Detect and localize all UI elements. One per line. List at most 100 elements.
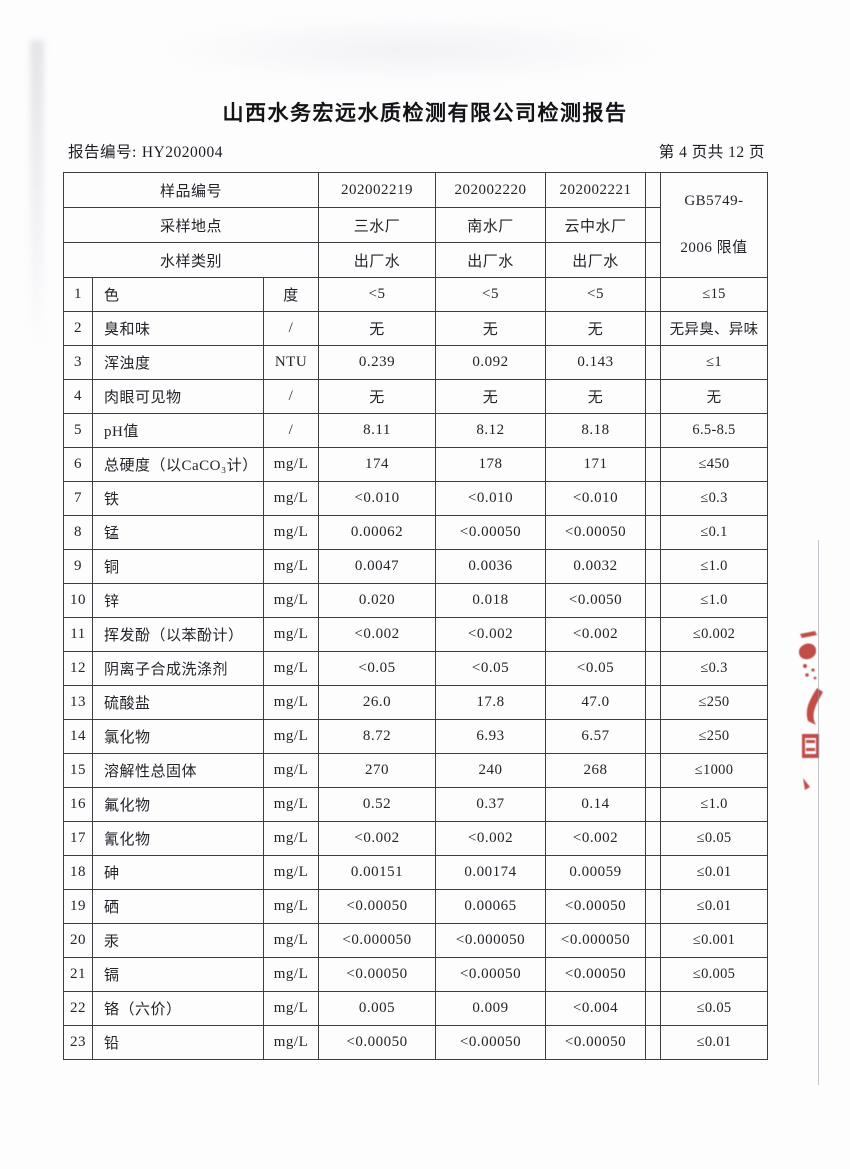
sample2-value: <0.05 (435, 651, 547, 686)
sample2-value: 17.8 (435, 685, 547, 720)
param-unit: mg/L (262, 651, 320, 686)
param-name: 氯化物 (92, 719, 264, 754)
sample1-value: 270 (318, 753, 437, 788)
param-unit: / (262, 379, 320, 414)
row-number: 5 (63, 413, 93, 448)
row-number: 15 (63, 753, 93, 788)
param-name: pH值 (92, 413, 264, 448)
gap-cell (645, 1025, 662, 1060)
sample2-value: 6.93 (435, 719, 547, 754)
gap-cell (645, 991, 662, 1026)
param-name: 色 (92, 277, 264, 312)
sample3-value: <0.00050 (545, 1025, 647, 1060)
table-row: 21 镉 mg/L <0.00050 <0.00050 <0.00050 ≤0.005 (63, 957, 769, 992)
param-unit: mg/L (262, 957, 320, 992)
location-label: 采样地点 (62, 207, 320, 243)
gap-cell (645, 855, 662, 890)
gap-cell (645, 242, 662, 278)
sample1-value: 26.0 (318, 685, 437, 720)
sample1-value: <0.002 (318, 821, 437, 856)
sample3-value: <0.0050 (545, 583, 647, 618)
limit-value: ≤1.0 (660, 583, 769, 618)
sample1-value: <0.00050 (318, 957, 437, 992)
limit-value: 6.5-8.5 (660, 413, 769, 448)
sample2-value: <5 (435, 277, 547, 312)
param-name: 总硬度（以CaCO₃计） (92, 447, 264, 482)
row-number: 3 (63, 345, 93, 380)
sample3-value: 无 (545, 379, 647, 414)
row-number: 14 (63, 719, 93, 754)
limit-value: 无 (660, 379, 769, 414)
table-body: 1 色度 <5 <5 <5 ≤15 2 臭和味 / 无无无无异臭、异味 3 浑浊度 NTU 0.239 0.… (63, 277, 769, 1060)
param-name: 肉眼可见物 (92, 379, 264, 414)
table-row: 16 氟化物 mg/L 0.52 0.37 0.14 ≤1.0 (63, 787, 769, 822)
row-number: 9 (63, 549, 93, 584)
sample1-value: <0.002 (318, 617, 437, 652)
param-name: 氰化物 (92, 821, 264, 856)
limit-value: ≤0.1 (660, 515, 769, 550)
sample2-value: <0.00050 (435, 957, 547, 992)
param-name: 阴离子合成洗涤剂 (92, 651, 264, 686)
param-name: 铜 (92, 549, 264, 584)
sample3-value: <0.002 (545, 617, 647, 652)
limit-value: ≤0.01 (660, 889, 769, 924)
sample3-value: <0.010 (545, 481, 647, 516)
table-row: 8 锰 mg/L 0.00062 <0.00050 <0.00050 ≤0.1 (63, 515, 769, 550)
sample-type-1: 出厂水 (318, 242, 437, 278)
page-title: 山西水务宏远水质检测有限公司检测报告 (222, 102, 628, 125)
sample3-value: 0.143 (545, 345, 647, 380)
sample3-value: <0.004 (545, 991, 647, 1026)
sample2-value: 0.018 (435, 583, 547, 618)
table-row: 11 挥发酚（以苯酚计） mg/L <0.002 <0.002 <0.002 ≤0.002 (63, 617, 769, 652)
param-unit: NTU (262, 345, 320, 380)
param-unit: mg/L (262, 923, 320, 958)
row-number: 4 (63, 379, 93, 414)
table-row-sample-id: 样品编号 202002219 202002220 202002221 GB574… (62, 172, 769, 278)
param-name: 铬（六价） (92, 991, 264, 1026)
param-unit: mg/L (262, 583, 320, 618)
row-number: 19 (63, 889, 93, 924)
sample1-value: 0.00151 (318, 855, 437, 890)
table-row-sample-type: 水样类别 出厂水 出厂水 出厂水 (62, 242, 768, 278)
param-name: 浑浊度 (92, 345, 264, 380)
report-number-value: HY2020004 (141, 144, 223, 161)
param-unit: mg/L (262, 515, 320, 550)
report-meta-row: 报告编号: HY2020004 第 4 页共 12 页 (68, 143, 765, 163)
sample1-value: 0.0047 (318, 549, 437, 584)
row-number: 23 (63, 1025, 93, 1060)
sample1-value: 0.52 (318, 787, 437, 822)
sample1-value: <0.000050 (318, 923, 437, 958)
report-number: 报告编号: HY2020004 (68, 143, 223, 163)
sample-type-2: 出厂水 (435, 242, 547, 278)
sample2-value: 0.00065 (435, 889, 547, 924)
sample2-value: 0.00174 (435, 855, 547, 890)
gap-cell (645, 685, 662, 720)
limit-value: ≤0.05 (660, 991, 769, 1026)
sample2-value: 178 (435, 447, 547, 482)
sample1-value: <0.00050 (318, 889, 437, 924)
gap-cell (645, 277, 662, 312)
table-row: 15 溶解性总固体 mg/L 270 240 268 ≤1000 (63, 753, 769, 788)
gap-cell (645, 207, 662, 243)
param-unit: mg/L (262, 617, 320, 652)
param-name: 铅 (92, 1025, 264, 1060)
gap-cell (645, 617, 662, 652)
param-name: 锌 (92, 583, 264, 618)
sample3-value: 无 (545, 311, 647, 346)
table-row: 4 肉眼可见物 / 无无无无 (63, 379, 769, 414)
limit-value: ≤0.3 (660, 481, 769, 516)
sample2-value: <0.002 (435, 821, 547, 856)
table-row: 20 汞 mg/L <0.000050 <0.000050 <0.000050 ≤0.001 (63, 923, 769, 958)
sample2-value: 0.0036 (435, 549, 547, 584)
limit-value: ≤1000 (660, 753, 769, 788)
param-unit: mg/L (262, 991, 320, 1026)
row-number: 11 (63, 617, 93, 652)
param-name: 氟化物 (92, 787, 264, 822)
limit-value: ≤0.01 (660, 1025, 769, 1060)
table-row: 22 铬（六价） mg/L 0.005 0.009 <0.004 ≤0.05 (63, 991, 769, 1026)
gap-cell (645, 515, 662, 550)
sample1-value: 无 (318, 311, 437, 346)
sample3-value: <0.00050 (545, 957, 647, 992)
table-header: 样品编号 202002219 202002220 202002221 GB574… (62, 172, 769, 278)
param-name: 汞 (92, 923, 264, 958)
